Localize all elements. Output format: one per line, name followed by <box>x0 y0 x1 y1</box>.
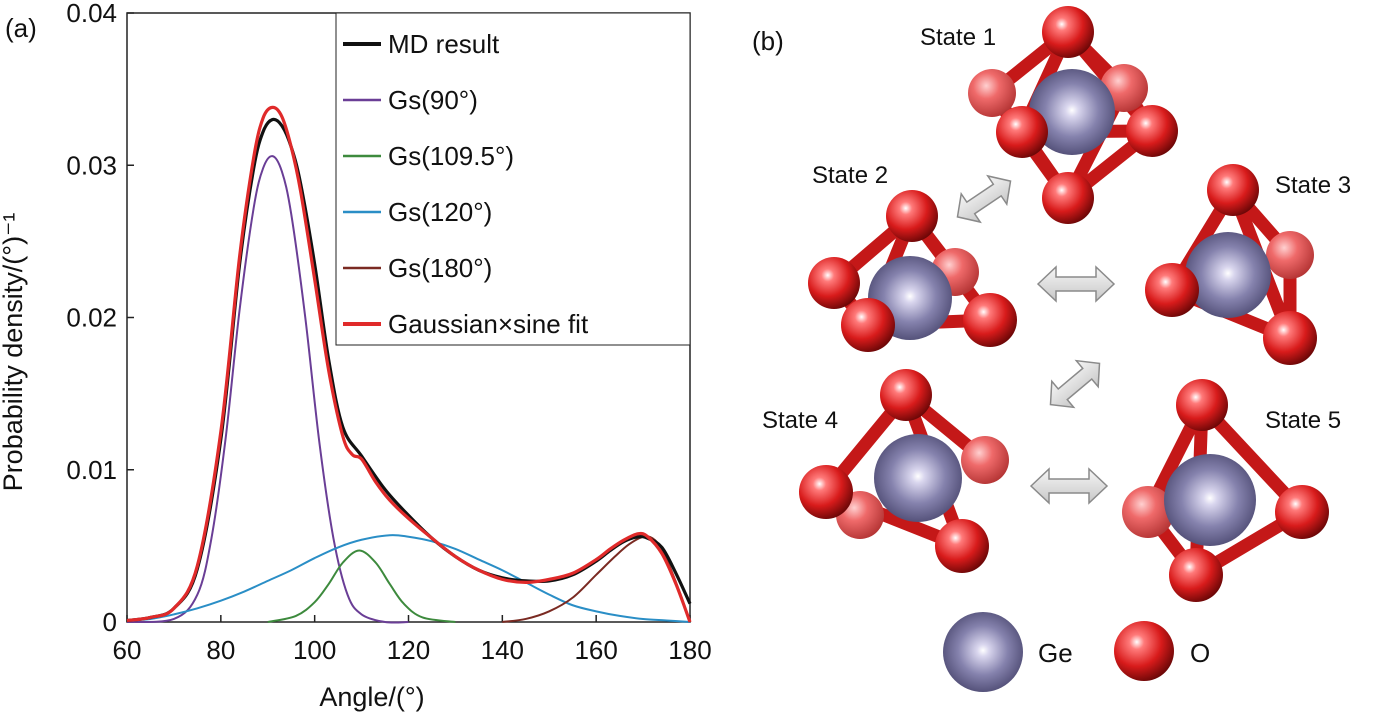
x-tick-label: 80 <box>206 635 235 665</box>
panel-b-label: (b) <box>752 26 784 56</box>
state-3-label: State 3 <box>1275 172 1351 199</box>
legend-label: Gs(109.5°) <box>388 141 514 171</box>
transition-arrow-4-5 <box>1029 467 1109 505</box>
o-atom-icon <box>1114 621 1174 681</box>
o-label: O <box>1190 638 1210 668</box>
y-tick-label: 0.02 <box>66 303 117 333</box>
structure-state-2 <box>808 190 1017 352</box>
structure-state-4 <box>799 369 1009 573</box>
series-line <box>126 534 691 623</box>
atom-legend: Ge O <box>943 612 1210 692</box>
transition-arrow-3-4 <box>1049 359 1101 409</box>
state-2-label: State 2 <box>812 162 888 189</box>
x-axis-ticks: 60 80 100 120 140 160 180 <box>113 615 712 665</box>
y-tick-label: 0 <box>103 607 117 637</box>
structure-state-5 <box>1122 379 1329 602</box>
ge-atom-icon <box>943 612 1023 692</box>
x-tick-label: 160 <box>574 635 617 665</box>
state-4-label: State 4 <box>762 407 838 434</box>
legend: MD result Gs(90°) Gs(109.5°) Gs(120°) Gs(180… <box>335 12 691 346</box>
panel-a-label: (a) <box>5 13 37 43</box>
x-tick-label: 180 <box>668 635 711 665</box>
transition-arrow-1-2 <box>956 174 1012 224</box>
state-1-label: State 1 <box>920 24 996 51</box>
y-tick-label: 0.01 <box>66 455 117 485</box>
legend-box <box>335 12 691 346</box>
structure-state-1 <box>968 6 1178 224</box>
legend-label: Gs(180°) <box>388 253 492 283</box>
x-tick-label: 120 <box>387 635 430 665</box>
series-line <box>267 549 456 623</box>
state-5-label: State 5 <box>1265 407 1341 434</box>
structure-state-3 <box>1145 164 1317 365</box>
y-axis-ticks: 0 0.01 0.02 0.03 0.04 <box>66 0 134 637</box>
series-line <box>126 155 409 624</box>
x-tick-label: 60 <box>113 635 142 665</box>
legend-label: MD result <box>388 29 500 59</box>
transition-arrow-2-3 <box>1036 265 1116 303</box>
legend-label: Gs(120°) <box>388 197 492 227</box>
legend-label: Gaussian×sine fit <box>388 309 589 339</box>
x-tick-label: 100 <box>293 635 336 665</box>
legend-label: Gs(90°) <box>388 85 478 115</box>
x-tick-label: 140 <box>481 635 524 665</box>
ge-label: Ge <box>1038 638 1073 668</box>
y-tick-label: 0.04 <box>66 0 117 28</box>
series-line <box>126 105 692 623</box>
curves <box>126 105 692 624</box>
y-tick-label: 0.03 <box>66 150 117 180</box>
x-axis-title: Angle/(°) <box>319 682 424 712</box>
y-axis-title: Probability density/(°)⁻¹ <box>0 213 28 492</box>
